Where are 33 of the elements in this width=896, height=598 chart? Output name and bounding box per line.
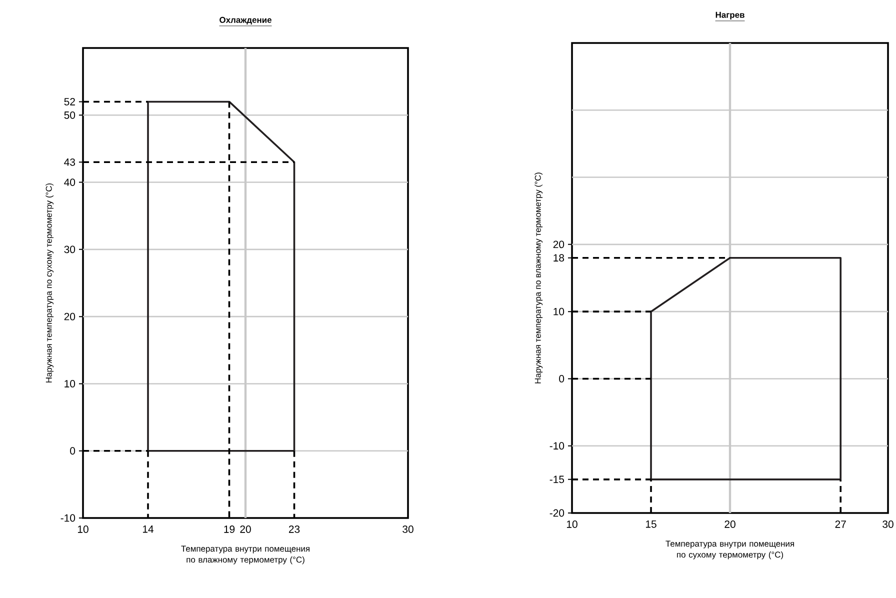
x-tick-label: 23	[288, 526, 300, 533]
y-axis-title: Наружная температура по влажному термометру (°C)	[534, 172, 543, 384]
y-tick-label: 0	[559, 375, 564, 382]
y-tick-label: 20	[64, 312, 76, 320]
x-tick-label: 30	[402, 526, 414, 533]
x-tick-label: 27	[835, 520, 846, 528]
y-tick-label: -15	[550, 476, 564, 484]
y-tick-label: 10	[554, 308, 564, 316]
y-axis-title: Наружная температура по сухому термометру (°C)	[46, 183, 54, 382]
x-tick-label: 10	[78, 526, 88, 533]
x-tick-label: 20	[240, 526, 251, 533]
y-tick-label: 52	[64, 98, 75, 106]
y-tick-label: 43	[64, 158, 76, 166]
x-tick-label: 14	[142, 526, 154, 533]
x-tick-label: 20	[724, 520, 736, 528]
y-tick-label: 18	[554, 254, 564, 262]
x-tick-label: 19	[224, 526, 235, 533]
y-tick-label: 20	[553, 240, 564, 248]
y-tick-label: -20	[550, 509, 564, 517]
chart-title: Нагрев	[716, 12, 744, 20]
chart-title: Охлаждение	[220, 16, 272, 25]
x-tick-label: 10	[566, 520, 578, 528]
y-tick-label: 0	[70, 447, 76, 455]
y-tick-label: 10	[64, 380, 76, 388]
y-tick-label: 30	[64, 246, 76, 254]
x-tick-label: 30	[882, 520, 894, 528]
y-tick-label: 50	[64, 111, 76, 119]
x-axis-title: Температура внутри помещения по сухому термометру (°C)	[666, 540, 794, 560]
y-tick-label: -10	[60, 514, 76, 522]
x-tick-label: 15	[646, 520, 656, 528]
x-axis-title: Температура внутри помещения по влажному термометру (°C)	[181, 546, 310, 564]
y-tick-label: 40	[64, 178, 76, 186]
y-tick-label: -10	[550, 442, 564, 450]
